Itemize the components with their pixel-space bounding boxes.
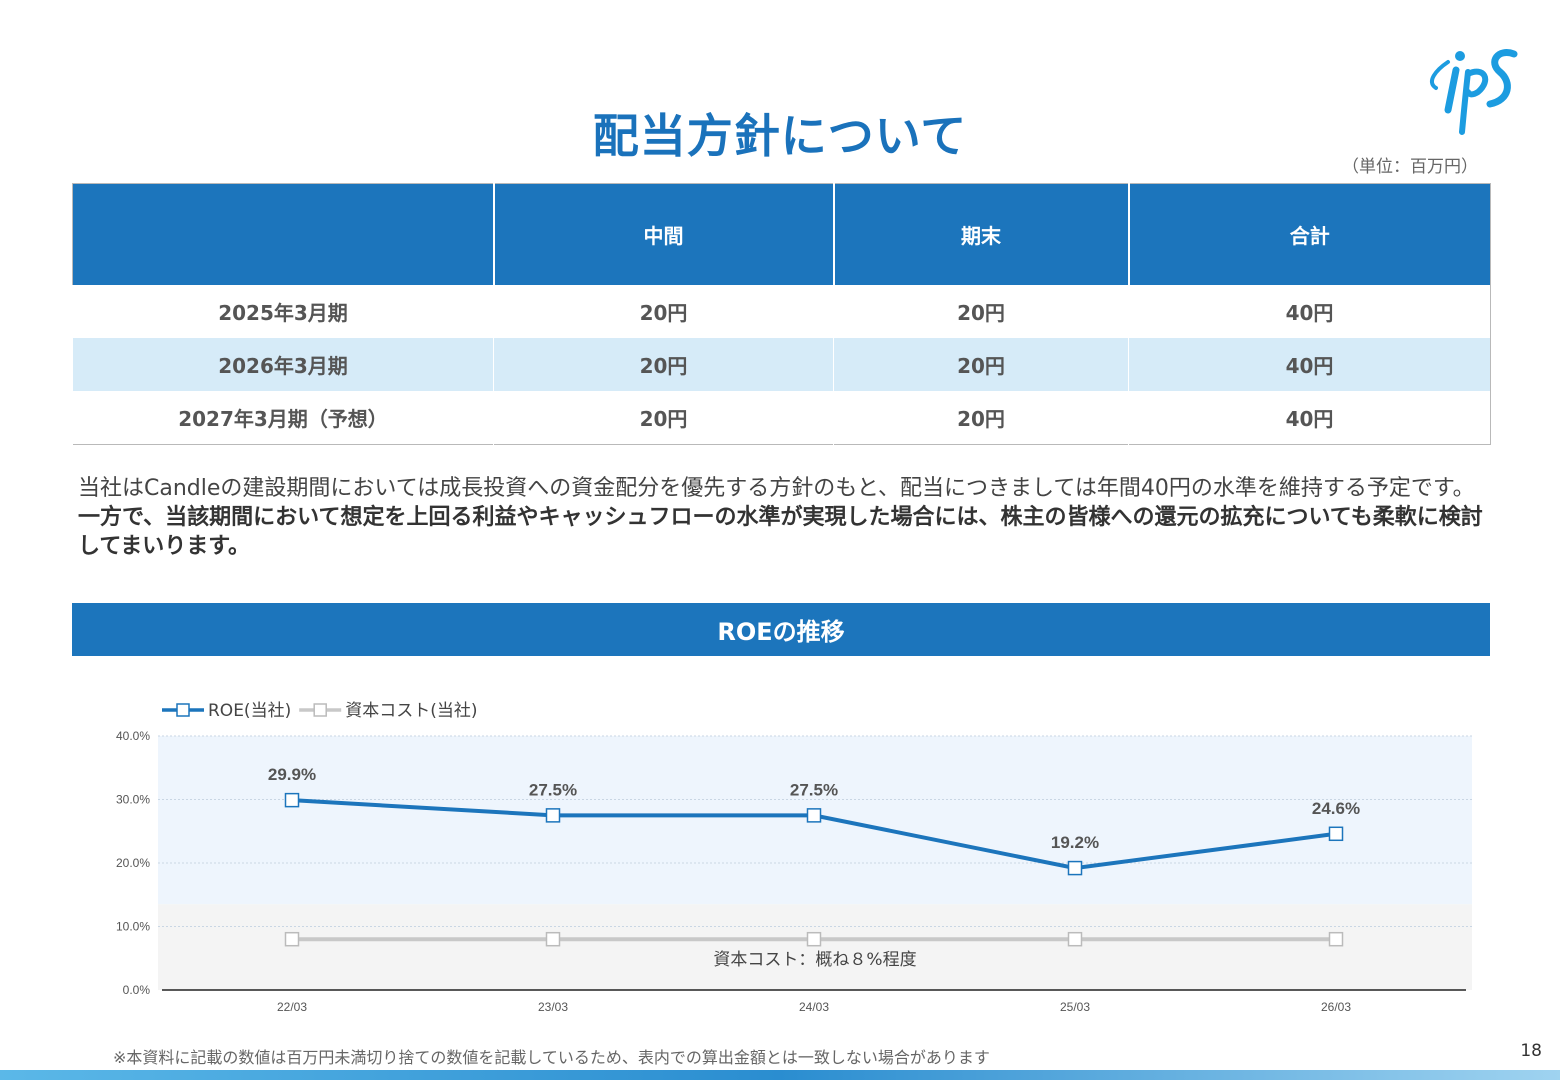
table-row: 2027年3月期（予想） 20円 20円 40円 xyxy=(72,391,1491,445)
data-point xyxy=(284,792,300,808)
policy-text-bold: 一方で、当該期間において想定を上回る利益やキャッシュフローの水準が実現した場合に… xyxy=(78,505,1483,559)
header-blank xyxy=(72,183,494,285)
header-interim: 中間 xyxy=(492,183,834,285)
period-cell: 2025年3月期 xyxy=(72,285,494,338)
data-point xyxy=(545,808,561,823)
page-title: 配当方針について xyxy=(592,109,968,163)
footnote: ※本資料に記載の数値は百万円未満切り捨ての数値を記載しているため、表内での算出金… xyxy=(113,1048,990,1067)
period-cell: 2026年3月期 xyxy=(72,338,494,391)
header-total: 合計 xyxy=(1127,183,1491,285)
data-label: 19.2% xyxy=(1051,833,1099,852)
roe-chart: 0.0% 10.0% 20.0% 30.0% 40.0% 22/03 23/03 24/03 2… xyxy=(116,701,1472,1014)
interim-cell: 20円 xyxy=(493,285,834,338)
ips-logo xyxy=(1429,49,1518,135)
year-end-cell: 20円 xyxy=(833,391,1129,445)
unit-note: （単位：百万円） xyxy=(1342,157,1478,177)
data-point xyxy=(806,931,822,947)
page-number: 18 xyxy=(1520,1041,1542,1061)
data-point xyxy=(806,808,822,823)
total-cell: 40円 xyxy=(1128,285,1491,338)
bottom-accent-bar xyxy=(0,1070,1560,1080)
data-point xyxy=(545,931,561,947)
legend-marker-1 xyxy=(313,703,327,717)
chart-band-1 xyxy=(158,904,1472,990)
data-label: 27.5% xyxy=(529,780,577,799)
year-end-cell: 20円 xyxy=(833,338,1129,391)
x-tick-label: 22/03 xyxy=(277,1000,307,1014)
legend-label-1: 資本コスト(当社) xyxy=(345,701,477,721)
x-tick-label: 25/03 xyxy=(1060,1000,1090,1014)
y-tick-label: 30.0% xyxy=(116,793,150,807)
roe-section-title: ROEの推移 xyxy=(717,618,845,646)
cost-annotation: 資本コスト：概ね８%程度 xyxy=(713,950,916,970)
table-header-row: 中間 期末 合計 xyxy=(72,183,1491,285)
data-point xyxy=(1328,826,1344,842)
y-tick-label: 20.0% xyxy=(116,856,150,870)
total-cell: 40円 xyxy=(1128,391,1491,445)
data-label: 24.6% xyxy=(1312,799,1360,818)
legend-label-0: ROE(当社) xyxy=(208,701,291,721)
policy-text: 当社はCandleの建設期間においては成長投資への資金配分を優先する方針のもと、… xyxy=(78,476,1475,501)
x-tick-label: 26/03 xyxy=(1321,1000,1351,1014)
interim-cell: 20円 xyxy=(493,391,834,445)
data-point xyxy=(1067,860,1083,876)
roe-section-header: ROEの推移 xyxy=(72,603,1490,656)
interim-cell: 20円 xyxy=(493,338,834,391)
data-point xyxy=(284,931,300,947)
table-row: 2025年3月期 20円 20円 40円 xyxy=(72,285,1491,338)
data-label: 27.5% xyxy=(790,780,838,799)
data-label: 29.9% xyxy=(268,765,316,784)
data-point xyxy=(1067,931,1083,947)
data-point xyxy=(1328,931,1344,947)
x-tick-label: 23/03 xyxy=(538,1000,568,1014)
total-cell: 40円 xyxy=(1128,338,1491,391)
dividend-table: 中間 期末 合計 2025年3月期 20円 20円 40円 2026年3月期 2… xyxy=(72,183,1491,445)
y-tick-label: 40.0% xyxy=(116,729,150,743)
table-row: 2026年3月期 20円 20円 40円 xyxy=(72,338,1491,391)
y-tick-label: 0.0% xyxy=(123,983,151,997)
x-tick-label: 24/03 xyxy=(799,1000,829,1014)
period-cell: 2027年3月期（予想） xyxy=(72,391,494,445)
y-tick-label: 10.0% xyxy=(116,920,150,934)
legend-marker-0 xyxy=(176,703,190,717)
year-end-cell: 20円 xyxy=(833,285,1129,338)
policy-paragraph: 当社はCandleの建設期間においては成長投資への資金配分を優先する方針のもと、… xyxy=(78,474,1498,561)
header-year-end: 期末 xyxy=(832,183,1129,285)
